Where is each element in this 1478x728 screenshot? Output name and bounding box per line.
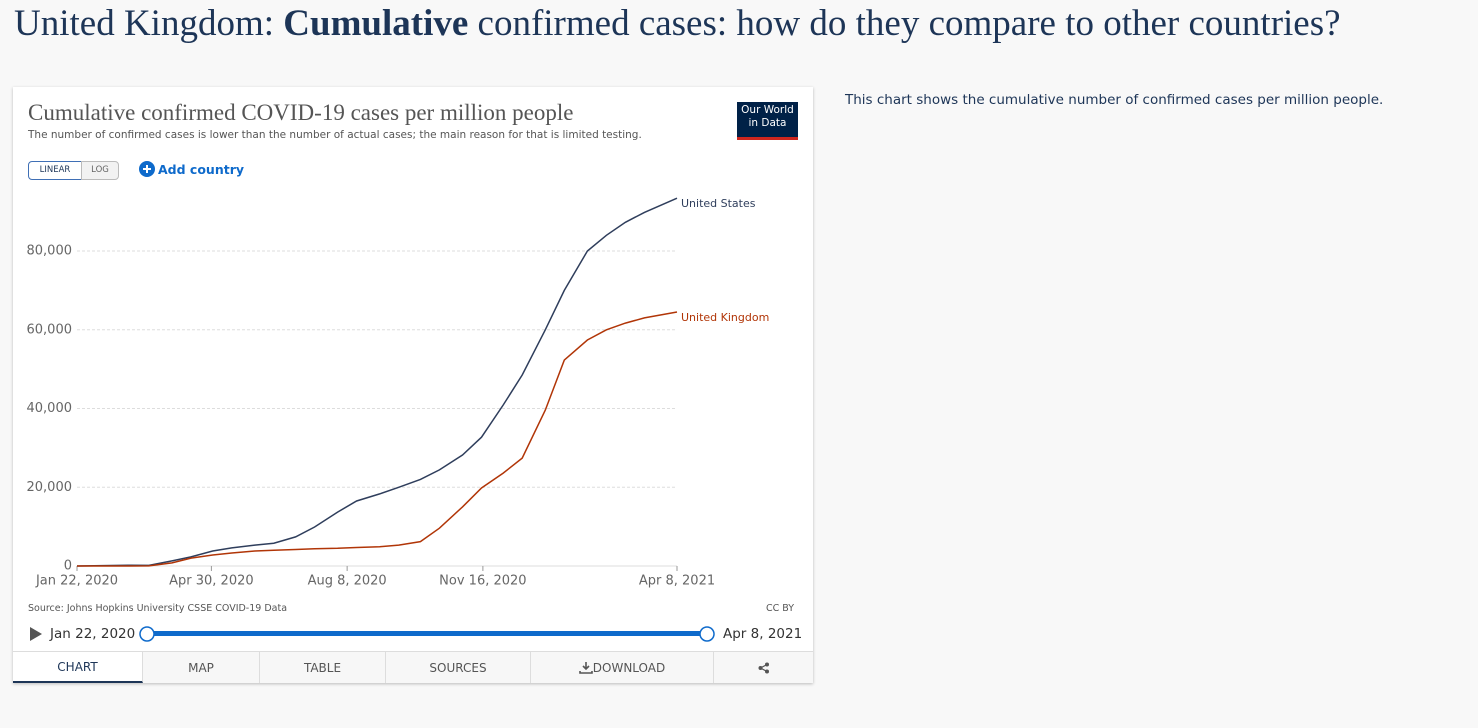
chart-card — [13, 87, 813, 683]
timeline-end: Apr 8, 2021 — [723, 626, 803, 642]
tab[interactable]: DOWNLOAD — [531, 652, 714, 683]
logo-line: in Data — [748, 117, 787, 129]
y-tick-label: 60,000 — [27, 322, 73, 337]
chart: 0 20,000 40,000 60,000 80,000 Jan 22, 2020 Apr… — [27, 197, 770, 589]
tab[interactable]: CHART — [13, 652, 143, 683]
log-button[interactable]: LOG — [81, 161, 119, 180]
timeline-start: Jan 22, 2020 — [50, 626, 136, 642]
x-tick-label: Nov 16, 2020 — [439, 574, 526, 589]
source: Source: Johns Hopkins University CSSE CO… — [28, 603, 288, 614]
chart-title: Cumulative confirmed COVID-19 cases per … — [28, 100, 574, 125]
x-tick-label: Apr 8, 2021 — [639, 574, 715, 589]
title-part-bold: Cumulative — [283, 3, 469, 44]
slider-handle[interactable] — [139, 626, 155, 642]
y-tick-label: 40,000 — [27, 401, 73, 416]
y-tick-label: 20,000 — [27, 480, 73, 495]
title-part: confirmed cases: how do they compare to … — [468, 3, 1341, 44]
license: CC BY — [766, 603, 795, 614]
slider-handle[interactable] — [699, 626, 715, 642]
tab[interactable]: SOURCES — [386, 652, 531, 683]
page-title: United Kingdom: Cumulative confirmed cas… — [14, 2, 1341, 45]
series-label: United States — [681, 197, 756, 210]
x-tick-label: Aug 8, 2020 — [308, 574, 387, 589]
timeline-slider[interactable] — [138, 624, 718, 644]
description: This chart shows the cumulative number o… — [845, 92, 1384, 108]
plus-icon — [139, 161, 155, 177]
tab[interactable]: MAP — [143, 652, 260, 683]
play-button[interactable] — [28, 625, 44, 643]
x-tick-label: Jan 22, 2020 — [35, 574, 118, 589]
y-tick-label: 0 — [64, 559, 72, 574]
tab-label: DOWNLOAD — [592, 660, 666, 675]
tab-bar: CHART MAP TABLE SOURCES DOWNLOAD — [13, 651, 813, 684]
series-line — [76, 197, 678, 567]
linear-button[interactable]: LINEAR — [28, 161, 82, 180]
add-country-label: Add country — [158, 161, 245, 177]
title-part: United Kingdom: — [14, 3, 284, 44]
x-tick-label: Apr 30, 2020 — [169, 574, 254, 589]
tab[interactable]: TABLE — [260, 652, 386, 683]
add-country-button[interactable]: Add country — [139, 161, 244, 177]
series-label: United Kingdom — [681, 311, 769, 324]
logo[interactable]: Our World in Data — [737, 102, 798, 140]
download-icon — [578, 661, 593, 674]
share-icon — [758, 662, 769, 673]
series-line — [77, 311, 678, 567]
share-tab[interactable] — [714, 652, 813, 683]
logo-line: Our World — [741, 104, 794, 116]
y-tick-label: 80,000 — [27, 244, 73, 259]
chart-subtitle: The number of confirmed cases is lower t… — [28, 129, 642, 141]
